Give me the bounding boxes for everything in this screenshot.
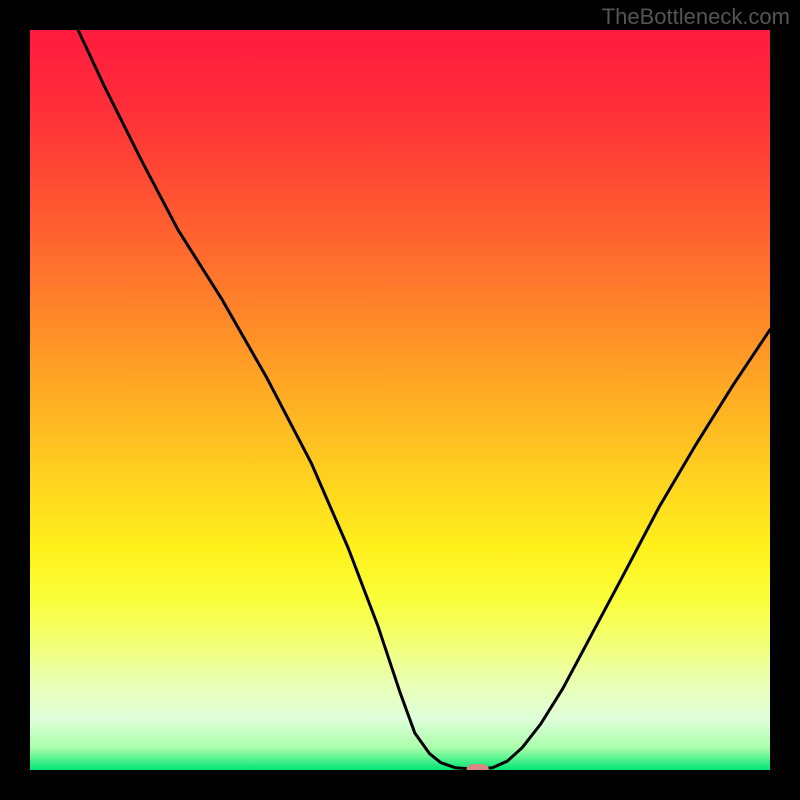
chart-svg xyxy=(30,30,770,770)
optimal-marker xyxy=(467,764,489,770)
watermark-text: TheBottleneck.com xyxy=(602,4,790,30)
chart-plot-area xyxy=(30,30,770,770)
gradient-background xyxy=(30,30,770,770)
